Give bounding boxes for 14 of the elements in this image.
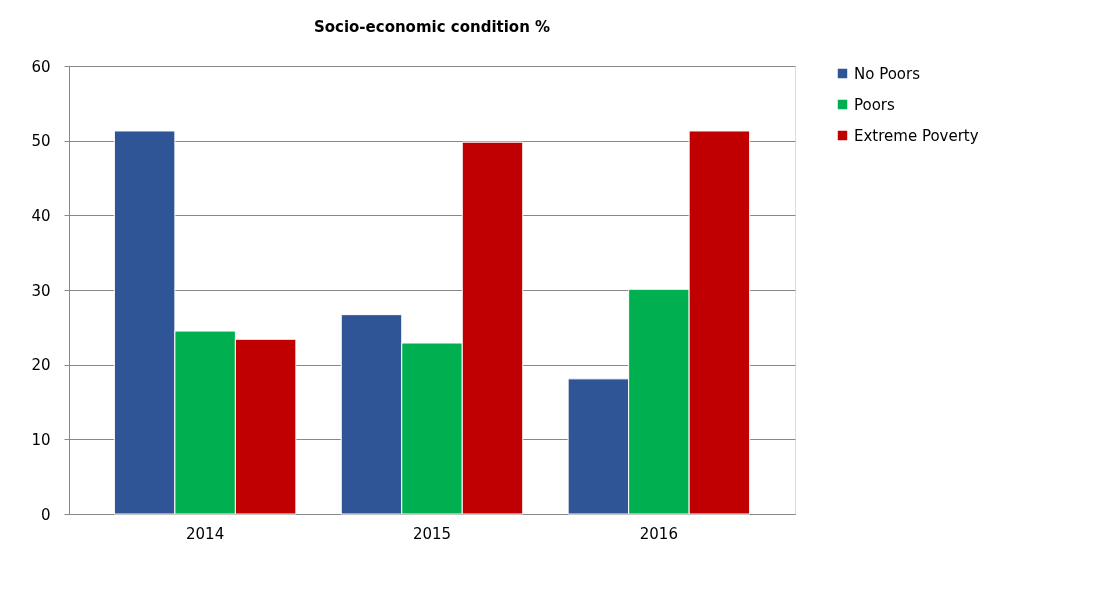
y-tick-label: 60: [31, 57, 51, 76]
legend-label: Poors: [854, 95, 896, 114]
x-tick-label: 2015: [412, 524, 452, 543]
y-tick-label: 0: [40, 505, 51, 524]
y-tick-label: 40: [31, 206, 51, 225]
legend-label: Extreme Poverty: [854, 126, 979, 145]
y-tick-label: 30: [31, 281, 51, 300]
y-tick-label: 10: [31, 430, 51, 449]
y-tick-label: 20: [31, 356, 51, 375]
x-tick-label: 2016: [639, 524, 678, 543]
x-tick-label: 2014: [186, 524, 225, 543]
legend-label: No Poors: [854, 64, 921, 83]
y-tick-label: 50: [31, 132, 51, 151]
chart-title: Socio-economic condition %: [313, 18, 551, 36]
